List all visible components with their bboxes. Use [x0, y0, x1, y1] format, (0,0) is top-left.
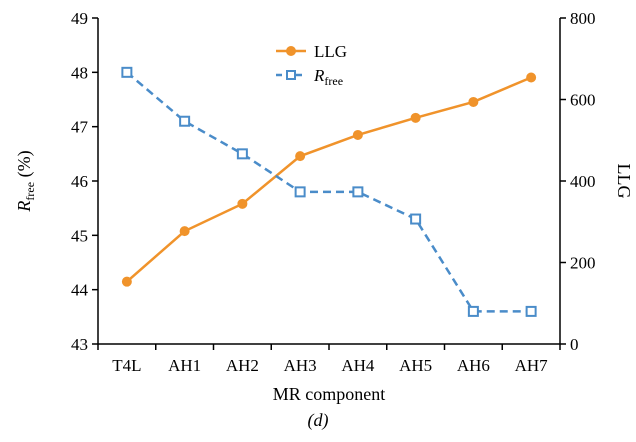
series-rfree-point — [179, 115, 191, 127]
series-llg-line — [126, 76, 532, 283]
right-tick-label: 0 — [570, 335, 579, 354]
series-rfree-point — [410, 213, 422, 225]
left-axis-title-sub: free — [23, 182, 37, 201]
panel-label: (d) — [308, 410, 329, 431]
x-tick-label: AH3 — [284, 356, 317, 375]
legend-rfree-label: Rfree — [313, 66, 343, 88]
legend-llg-label: LLG — [314, 42, 347, 61]
right-axis-ticks: 0 200 400 600 800 — [560, 9, 596, 354]
x-tick-label: AH6 — [457, 356, 490, 375]
series-rfree-point — [236, 148, 248, 160]
legend-rfree-label-sub: free — [324, 74, 343, 88]
legend-rfree-marker — [286, 70, 296, 80]
right-tick-label: 400 — [570, 172, 596, 191]
x-tick-label: AH7 — [515, 356, 549, 375]
x-tick-label: AH1 — [168, 356, 201, 375]
x-tick-label: AH5 — [399, 356, 432, 375]
x-axis-title: MR component — [273, 384, 386, 404]
series-layer — [121, 66, 537, 317]
right-tick-label: 600 — [570, 91, 596, 110]
legend-rfree-label-main: R — [313, 66, 325, 85]
series-llg-point — [295, 151, 306, 162]
series-llg-point — [179, 226, 190, 237]
left-tick-label: 44 — [71, 281, 89, 300]
left-tick-label: 43 — [71, 335, 88, 354]
series-rfree-point — [467, 305, 479, 317]
left-tick-label: 48 — [71, 63, 88, 82]
left-tick-label: 49 — [71, 9, 88, 28]
series-rfree-point — [525, 305, 537, 317]
left-axis-title-main: R — [14, 201, 34, 213]
series-llg-point — [526, 72, 537, 83]
series-rfree-point — [294, 186, 306, 198]
series-rfree — [121, 66, 537, 317]
x-tick-label: AH4 — [341, 356, 375, 375]
left-tick-label: 45 — [71, 226, 88, 245]
legend-llg-marker — [286, 46, 296, 56]
series-llg-point — [352, 129, 363, 140]
series-rfree-line — [126, 71, 532, 313]
x-tick-label: AH2 — [226, 356, 259, 375]
right-tick-label: 200 — [570, 254, 596, 273]
x-tick-label: T4L — [112, 356, 141, 375]
series-llg-point — [468, 96, 479, 107]
series-rfree-point — [121, 66, 133, 78]
series-rfree-point — [352, 186, 364, 198]
legend: LLG Rfree — [276, 42, 347, 88]
series-llg — [121, 72, 537, 287]
left-tick-label: 47 — [71, 118, 89, 137]
right-tick-label: 800 — [570, 9, 596, 28]
right-axis-title: LLG — [614, 164, 634, 199]
left-axis-title-suffix: (%) — [14, 150, 35, 181]
left-axis-title: Rfree (%) — [14, 150, 37, 212]
series-llg-point — [410, 112, 421, 123]
series-llg-point — [121, 276, 132, 287]
left-axis-ticks: 43 44 45 46 47 48 49 — [71, 9, 98, 354]
series-llg-point — [237, 198, 248, 209]
left-tick-label: 46 — [71, 172, 88, 191]
x-axis-ticks: T4L AH1 AH2 AH3 AH4 AH5 AH6 AH7 — [97, 344, 561, 375]
